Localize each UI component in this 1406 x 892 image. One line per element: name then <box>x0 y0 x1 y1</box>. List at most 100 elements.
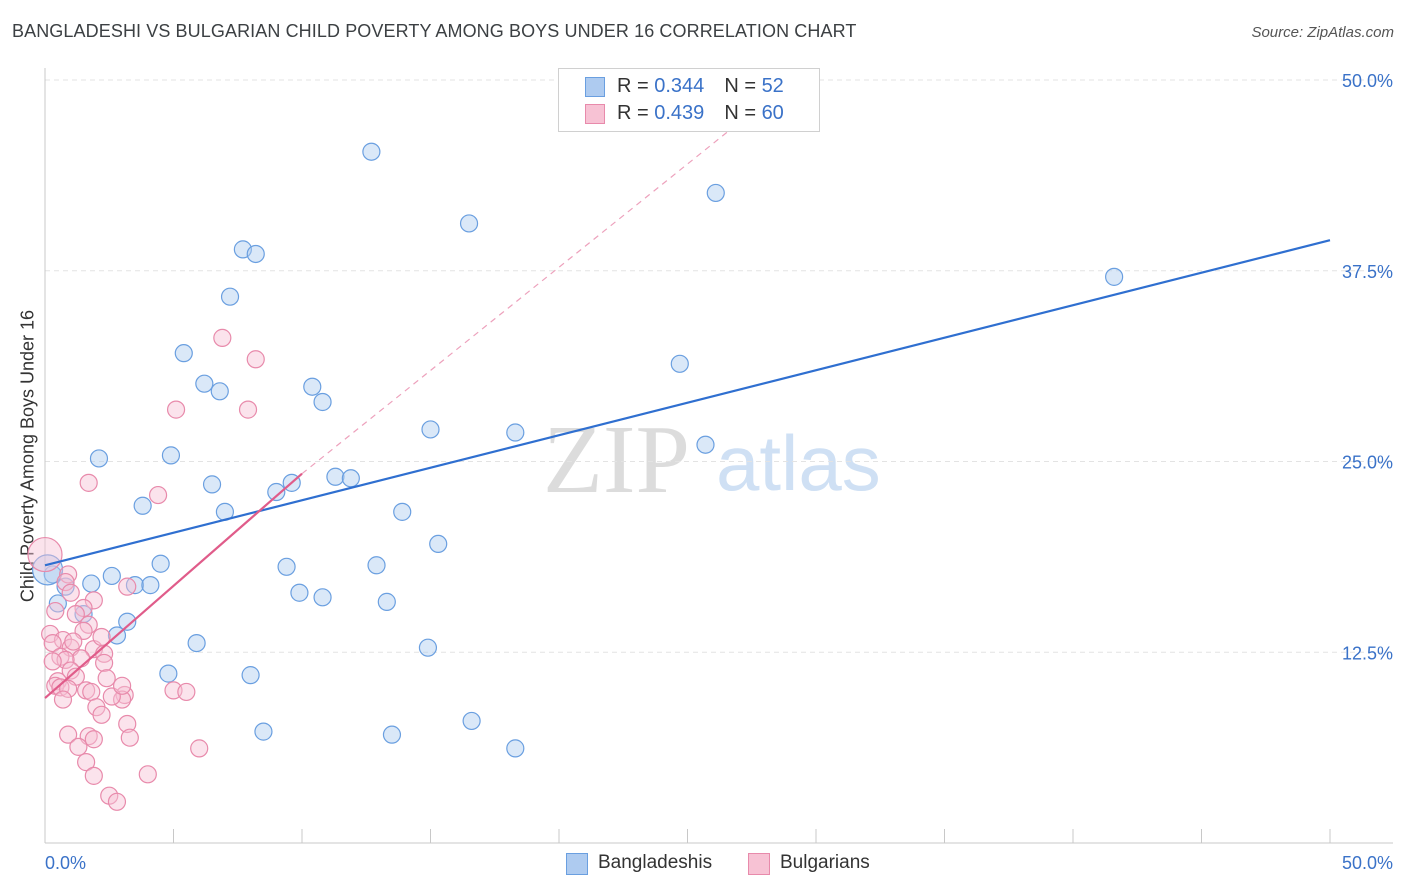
bangladeshi-point <box>462 711 481 731</box>
bulgarian-point <box>95 653 114 673</box>
bulgarian-point <box>118 577 137 596</box>
bangladeshi-point <box>174 344 193 363</box>
bangladeshi-point <box>418 638 438 657</box>
bulgarian-point <box>107 792 127 811</box>
bangladeshi-point <box>159 664 178 683</box>
bangladeshi-point <box>459 214 479 233</box>
bangladeshi-point <box>267 482 286 502</box>
bangladeshi-point <box>506 739 525 758</box>
bulgarian-point <box>177 682 196 702</box>
bangladeshi-point <box>429 534 448 554</box>
bangladeshi-point <box>133 496 152 515</box>
bulgarian-point <box>166 400 186 419</box>
bangladeshi-point <box>326 467 345 486</box>
x-tick-label: 0.0% <box>45 853 86 873</box>
bangladeshi-point <box>254 722 273 741</box>
bulgarian-point <box>148 485 168 505</box>
chart-title: BANGLADESHI VS BULGARIAN CHILD POVERTY A… <box>12 21 857 41</box>
legend-text: R = 0.439 N = 60 <box>617 102 784 124</box>
bulgarian-point <box>46 601 65 621</box>
y-tick-label: 37.5% <box>1342 262 1393 282</box>
watermark-zip: ZIP <box>543 406 690 514</box>
bangladeshi-point <box>1105 267 1124 286</box>
bulgarian-point <box>120 728 139 747</box>
bangladeshi-point <box>377 592 396 611</box>
bulgarian-point <box>246 350 265 369</box>
bangladeshi-point <box>382 725 402 744</box>
bulgarian-point <box>84 591 103 610</box>
bulgarian-point <box>118 714 137 734</box>
watermark-atlas: atlas <box>716 419 881 507</box>
bottom-legend-swatch-pink <box>748 853 770 875</box>
legend-text: R = 0.344 N = 52 <box>617 75 784 97</box>
bulgarian-point <box>53 690 73 709</box>
bulgarian-point <box>190 739 209 758</box>
bulgarian-point <box>112 676 132 695</box>
y-tick-label: 12.5% <box>1342 643 1393 663</box>
bangladeshi-point <box>313 588 332 607</box>
bulgarian-point <box>43 652 62 671</box>
bangladeshi-point <box>303 377 322 396</box>
bulgarian-trend-line <box>44 472 303 699</box>
bangladeshi-point <box>277 557 296 576</box>
bulgarian-point <box>59 725 78 744</box>
bulgarian-point <box>59 679 78 698</box>
y-tick-label: 25.0% <box>1342 453 1393 473</box>
bottom-legend-swatch-blue <box>566 853 588 875</box>
bangladeshi-point <box>341 469 360 488</box>
bangladeshi-point <box>187 633 206 653</box>
chart-source: Source: ZipAtlas.com <box>1251 24 1394 41</box>
bulgarian-point <box>82 682 101 702</box>
bangladeshi-point <box>670 354 689 373</box>
bottom-legend-label: Bulgarians <box>780 852 870 873</box>
bulgarian-point <box>43 633 62 653</box>
bulgarian-point <box>84 766 103 785</box>
bangladeshi-point <box>246 244 265 264</box>
bottom-legend-label: Bangladeshis <box>598 852 713 873</box>
bulgarian-point <box>92 705 111 724</box>
bangladeshi-point <box>696 435 715 454</box>
bangladeshi-point <box>367 556 386 575</box>
y-tick-label: 50.0% <box>1342 71 1393 91</box>
bangladeshi-point <box>241 666 260 685</box>
x-tick-label: 50.0% <box>1342 853 1393 873</box>
bulgarian-point <box>92 627 111 647</box>
bulgarian-point <box>77 753 96 772</box>
bangladeshi-trend-line <box>44 239 1331 567</box>
bangladeshi-point <box>102 566 121 586</box>
bulgarian-point <box>66 604 85 624</box>
bangladeshi-point <box>118 612 137 631</box>
correlation-legend: R = 0.344 N = 52 R = 0.439 N = 60 <box>558 68 820 132</box>
bulgarian-point <box>213 328 232 347</box>
bulgarian-point <box>84 730 103 749</box>
bangladeshi-point <box>195 374 214 393</box>
bangladeshi-point <box>393 502 412 521</box>
bulgarian-point <box>79 473 98 492</box>
bangladeshi-point <box>421 420 440 439</box>
bangladeshi-point <box>151 554 170 573</box>
legend-swatch-blue <box>585 77 605 97</box>
bulgarian-point <box>97 669 116 688</box>
bangladeshi-point <box>362 142 381 161</box>
bulgarian-point <box>56 572 75 592</box>
bulgarian-point <box>64 632 83 651</box>
bangladeshi-point <box>89 449 109 468</box>
bangladeshi-point <box>313 392 332 412</box>
bulgarian-point <box>112 690 132 709</box>
legend-swatch-pink <box>585 104 605 124</box>
bangladeshi-point <box>161 446 181 465</box>
bulgarian-point <box>69 737 88 756</box>
bangladeshi-point <box>125 576 145 595</box>
bangladeshi-point <box>290 583 309 602</box>
bangladeshi-point <box>210 382 229 401</box>
bangladeshi-point <box>506 423 525 442</box>
bangladeshi-point <box>141 576 160 595</box>
bangladeshi-point <box>202 475 222 494</box>
bulgarian-point <box>27 536 63 573</box>
bulgarian-point <box>61 583 80 602</box>
bulgarian-point <box>238 400 258 419</box>
bangladeshi-point <box>82 574 101 593</box>
bulgarian-point <box>138 765 157 784</box>
bangladeshi-point <box>706 183 725 203</box>
